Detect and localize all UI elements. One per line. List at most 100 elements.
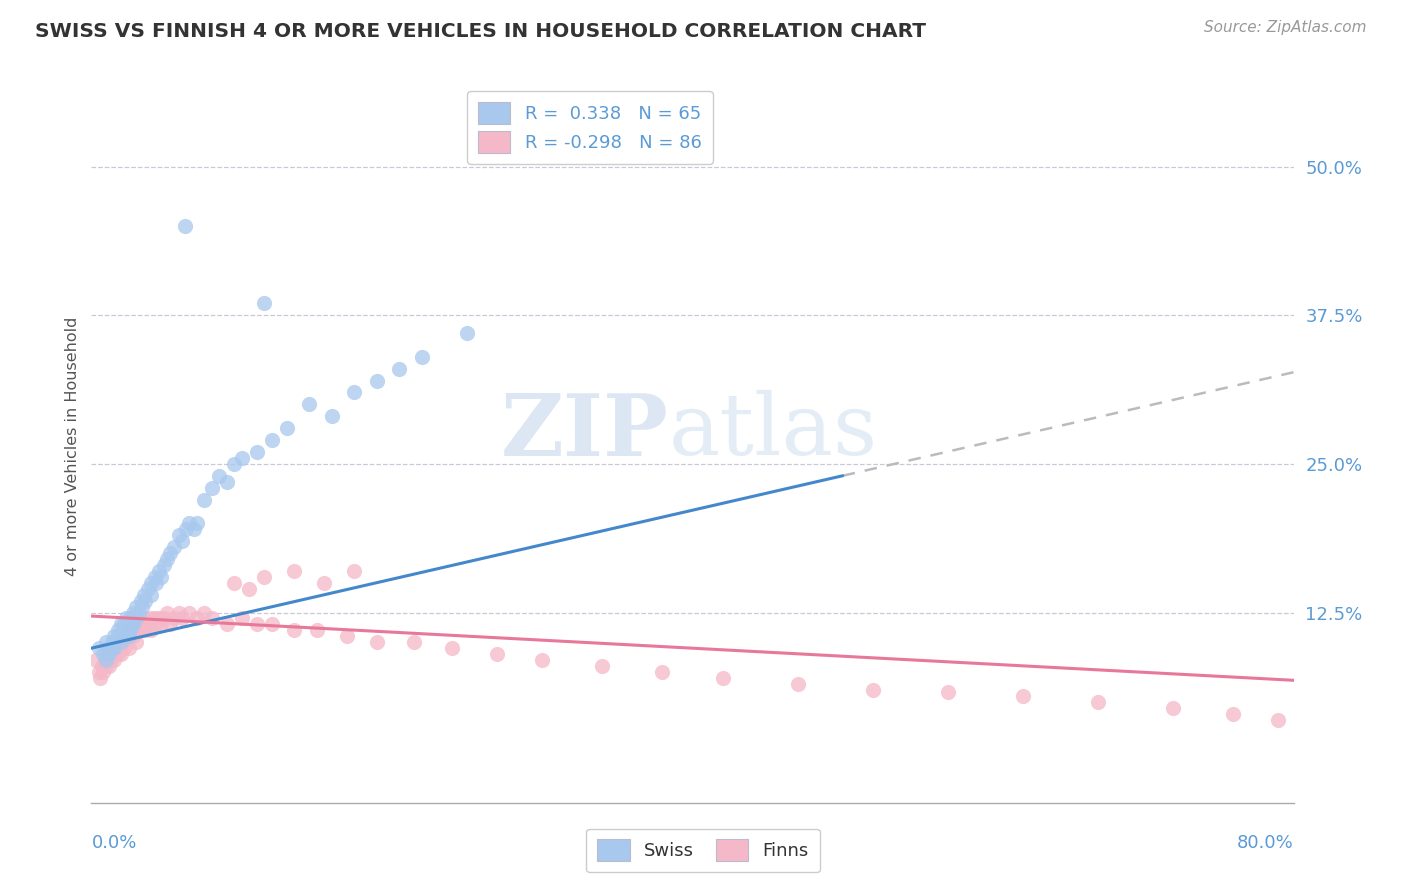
- Point: [215, 617, 238, 632]
- Point: [128, 617, 150, 632]
- Point: [246, 617, 269, 632]
- Point: [100, 653, 122, 667]
- Legend: R =  0.338   N = 65, R = -0.298   N = 86: R = 0.338 N = 65, R = -0.298 N = 86: [467, 91, 713, 164]
- Text: Source: ZipAtlas.com: Source: ZipAtlas.com: [1204, 20, 1367, 35]
- Point: [224, 457, 246, 471]
- Point: [114, 641, 136, 656]
- Point: [118, 629, 141, 643]
- Point: [110, 647, 132, 661]
- Point: [118, 629, 141, 643]
- Point: [141, 611, 163, 625]
- Point: [84, 653, 107, 667]
- Point: [173, 219, 195, 233]
- Point: [786, 677, 808, 691]
- Point: [96, 647, 118, 661]
- Point: [167, 606, 190, 620]
- Point: [122, 617, 145, 632]
- Point: [138, 582, 160, 596]
- Point: [108, 641, 131, 656]
- Point: [100, 641, 122, 656]
- Point: [531, 653, 554, 667]
- Point: [155, 606, 177, 620]
- Point: [124, 617, 146, 632]
- Point: [215, 475, 238, 489]
- Point: [117, 624, 139, 638]
- Point: [253, 570, 276, 584]
- Point: [314, 575, 336, 590]
- Point: [163, 611, 186, 625]
- Point: [155, 552, 177, 566]
- Point: [208, 468, 231, 483]
- Point: [93, 665, 115, 679]
- Point: [103, 641, 125, 656]
- Text: 0.0%: 0.0%: [91, 834, 136, 852]
- Text: atlas: atlas: [668, 390, 877, 474]
- Point: [711, 671, 734, 685]
- Point: [440, 641, 463, 656]
- Point: [1222, 706, 1244, 721]
- Point: [132, 588, 155, 602]
- Point: [96, 653, 118, 667]
- Point: [121, 624, 143, 638]
- Point: [1012, 689, 1035, 703]
- Point: [177, 516, 200, 531]
- Point: [89, 671, 111, 685]
- Point: [186, 516, 208, 531]
- Point: [148, 564, 170, 578]
- Point: [170, 534, 193, 549]
- Point: [411, 350, 433, 364]
- Point: [120, 611, 142, 625]
- Point: [159, 546, 181, 560]
- Point: [114, 624, 136, 638]
- Point: [87, 641, 110, 656]
- Point: [131, 617, 153, 632]
- Point: [141, 575, 163, 590]
- Point: [404, 635, 426, 649]
- Point: [87, 665, 110, 679]
- Point: [143, 611, 166, 625]
- Point: [170, 611, 193, 625]
- Point: [298, 397, 321, 411]
- Point: [201, 611, 224, 625]
- Point: [103, 653, 125, 667]
- Point: [183, 522, 205, 536]
- Point: [343, 564, 366, 578]
- Point: [145, 617, 167, 632]
- Point: [104, 647, 127, 661]
- Point: [253, 296, 276, 310]
- Point: [366, 635, 388, 649]
- Point: [114, 629, 136, 643]
- Point: [122, 606, 145, 620]
- Point: [141, 624, 163, 638]
- Point: [231, 611, 253, 625]
- Point: [305, 624, 328, 638]
- Point: [125, 635, 148, 649]
- Point: [121, 617, 143, 632]
- Point: [96, 659, 118, 673]
- Point: [186, 611, 208, 625]
- Point: [145, 575, 167, 590]
- Point: [193, 492, 215, 507]
- Point: [97, 653, 120, 667]
- Point: [131, 599, 153, 614]
- Point: [177, 606, 200, 620]
- Point: [110, 635, 132, 649]
- Point: [260, 617, 283, 632]
- Point: [152, 611, 174, 625]
- Point: [1087, 695, 1109, 709]
- Point: [96, 635, 118, 649]
- Point: [107, 624, 129, 638]
- Point: [107, 629, 129, 643]
- Point: [118, 641, 141, 656]
- Point: [98, 647, 121, 661]
- Point: [98, 647, 121, 661]
- Point: [149, 617, 172, 632]
- Point: [105, 641, 128, 656]
- Point: [117, 624, 139, 638]
- Point: [107, 647, 129, 661]
- Point: [193, 606, 215, 620]
- Point: [132, 611, 155, 625]
- Point: [366, 374, 388, 388]
- Point: [159, 617, 181, 632]
- Point: [111, 635, 134, 649]
